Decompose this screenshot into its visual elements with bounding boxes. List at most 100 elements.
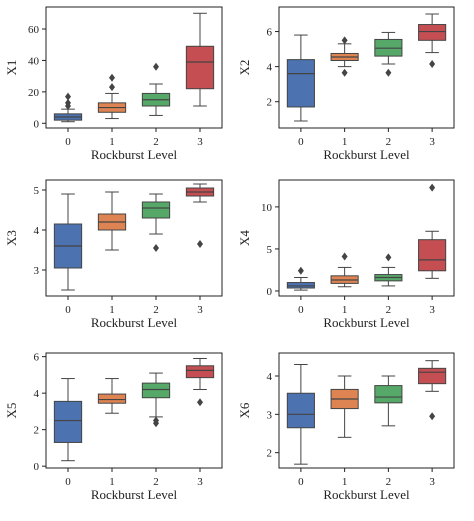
y-tick-label: 4 — [267, 371, 273, 383]
outlier-point — [65, 92, 71, 101]
x-tick-label: 1 — [109, 476, 115, 488]
outlier-point — [109, 83, 115, 92]
x-tick-label: 1 — [342, 136, 348, 148]
outlier-point — [153, 244, 159, 252]
axes-frame — [45, 6, 223, 129]
panel-x1: 0 20 40 60 0 1 2 3 Rockburst Level X1 — [4, 6, 223, 162]
box-1 — [97, 191, 127, 251]
iqr-box — [97, 393, 127, 404]
box-2 — [141, 372, 171, 428]
y-tick-label: 10 — [261, 202, 273, 214]
outlier-point — [429, 183, 436, 192]
y-tick-label: 3 — [34, 265, 40, 277]
outlier-point — [65, 98, 71, 107]
x-tick-label: 3 — [429, 136, 435, 148]
box-1 — [330, 375, 359, 438]
box-2 — [141, 62, 171, 116]
outlier-point — [341, 68, 348, 77]
x-axis-label: Rockburst Level — [91, 147, 178, 162]
y-tick-label: 2 — [267, 97, 273, 109]
y-tick-label: 4 — [267, 62, 273, 74]
iqr-box — [418, 367, 447, 385]
outlier-point — [109, 73, 115, 82]
y-axis-label: X6 — [237, 402, 252, 418]
x-tick-label: 3 — [429, 476, 435, 488]
panel-x5: 0 2 4 6 0 1 2 3 Rockburst Level X5 — [4, 352, 223, 502]
box-0 — [53, 92, 83, 123]
y-tick-label: 4 — [34, 225, 40, 237]
x-axis-label: Rockburst Level — [91, 487, 178, 502]
iqr-box — [286, 392, 315, 429]
iqr-box — [141, 382, 171, 399]
y-tick-label: 2 — [34, 425, 40, 437]
x-tick-label: 0 — [65, 304, 71, 316]
y-tick-label: 6 — [267, 27, 273, 39]
y-tick-label: 6 — [34, 352, 40, 364]
outlier-point — [429, 412, 436, 421]
x-tick-label: 2 — [153, 304, 159, 316]
box-0 — [53, 378, 83, 462]
box-3 — [418, 183, 447, 279]
x-tick-label: 0 — [65, 476, 71, 488]
box-3 — [185, 183, 215, 248]
box-1 — [330, 252, 359, 288]
outlier-point — [429, 59, 436, 68]
x-tick-label: 0 — [65, 136, 71, 148]
y-tick-label: 2 — [267, 448, 273, 460]
outlier-point — [385, 68, 392, 77]
box-3 — [418, 360, 447, 421]
y-tick-label: 0 — [34, 118, 40, 130]
x-tick-label: 3 — [197, 136, 203, 148]
iqr-box — [185, 365, 215, 379]
x-tick-label: 2 — [386, 304, 392, 316]
panel-x6: 2 3 4 0 1 2 3 Rockburst Level X6 — [237, 352, 455, 502]
box-3 — [185, 12, 215, 107]
box-2 — [374, 31, 403, 77]
x-tick-label: 3 — [197, 304, 203, 316]
y-tick-label: 40 — [28, 55, 40, 67]
box-1 — [330, 36, 359, 77]
axes-frame — [278, 6, 455, 129]
outlier-point — [153, 419, 159, 428]
y-axis-label: X5 — [4, 403, 19, 419]
axes-frame — [278, 352, 455, 469]
box-1 — [97, 378, 127, 414]
y-tick-label: 20 — [28, 87, 40, 99]
y-tick-label: 3 — [267, 409, 273, 421]
iqr-box — [374, 385, 403, 404]
x-tick-label: 2 — [153, 476, 159, 488]
iqr-box — [286, 282, 315, 289]
x-axis-label: Rockburst Level — [323, 147, 410, 162]
x-axis-label: Rockburst Level — [323, 315, 410, 330]
x-tick-label: 3 — [197, 476, 203, 488]
y-axis-label: X2 — [237, 60, 252, 76]
panel-x2: 2 4 6 0 1 2 3 Rockburst Level X2 — [237, 6, 455, 162]
box-2 — [374, 375, 403, 427]
x-tick-label: 1 — [342, 304, 348, 316]
y-tick-label: 5 — [267, 244, 273, 256]
y-tick-label: 60 — [28, 24, 40, 36]
box-2 — [141, 193, 171, 252]
box-0 — [286, 364, 315, 465]
box-3 — [418, 13, 447, 68]
box-3 — [185, 357, 215, 407]
y-axis-label: X3 — [4, 230, 19, 246]
outlier-point — [341, 36, 348, 45]
x-tick-label: 1 — [109, 304, 115, 316]
y-tick-label: 0 — [34, 461, 40, 473]
x-axis-label: Rockburst Level — [323, 487, 410, 502]
y-tick-label: 0 — [267, 286, 273, 298]
axes-frame — [45, 352, 223, 469]
x-tick-label: 2 — [153, 136, 159, 148]
x-tick-label: 0 — [298, 476, 304, 488]
panel-x4: 0 5 10 0 1 2 3 Rockburst Level X4 — [237, 179, 455, 330]
y-tick-label: 4 — [34, 388, 40, 400]
x-tick-label: 2 — [386, 136, 392, 148]
x-axis-label: Rockburst Level — [91, 315, 178, 330]
outlier-point — [197, 398, 203, 407]
outlier-point — [297, 266, 304, 275]
box-0 — [53, 193, 83, 291]
outlier-point — [153, 62, 159, 71]
outlier-point — [385, 253, 392, 262]
